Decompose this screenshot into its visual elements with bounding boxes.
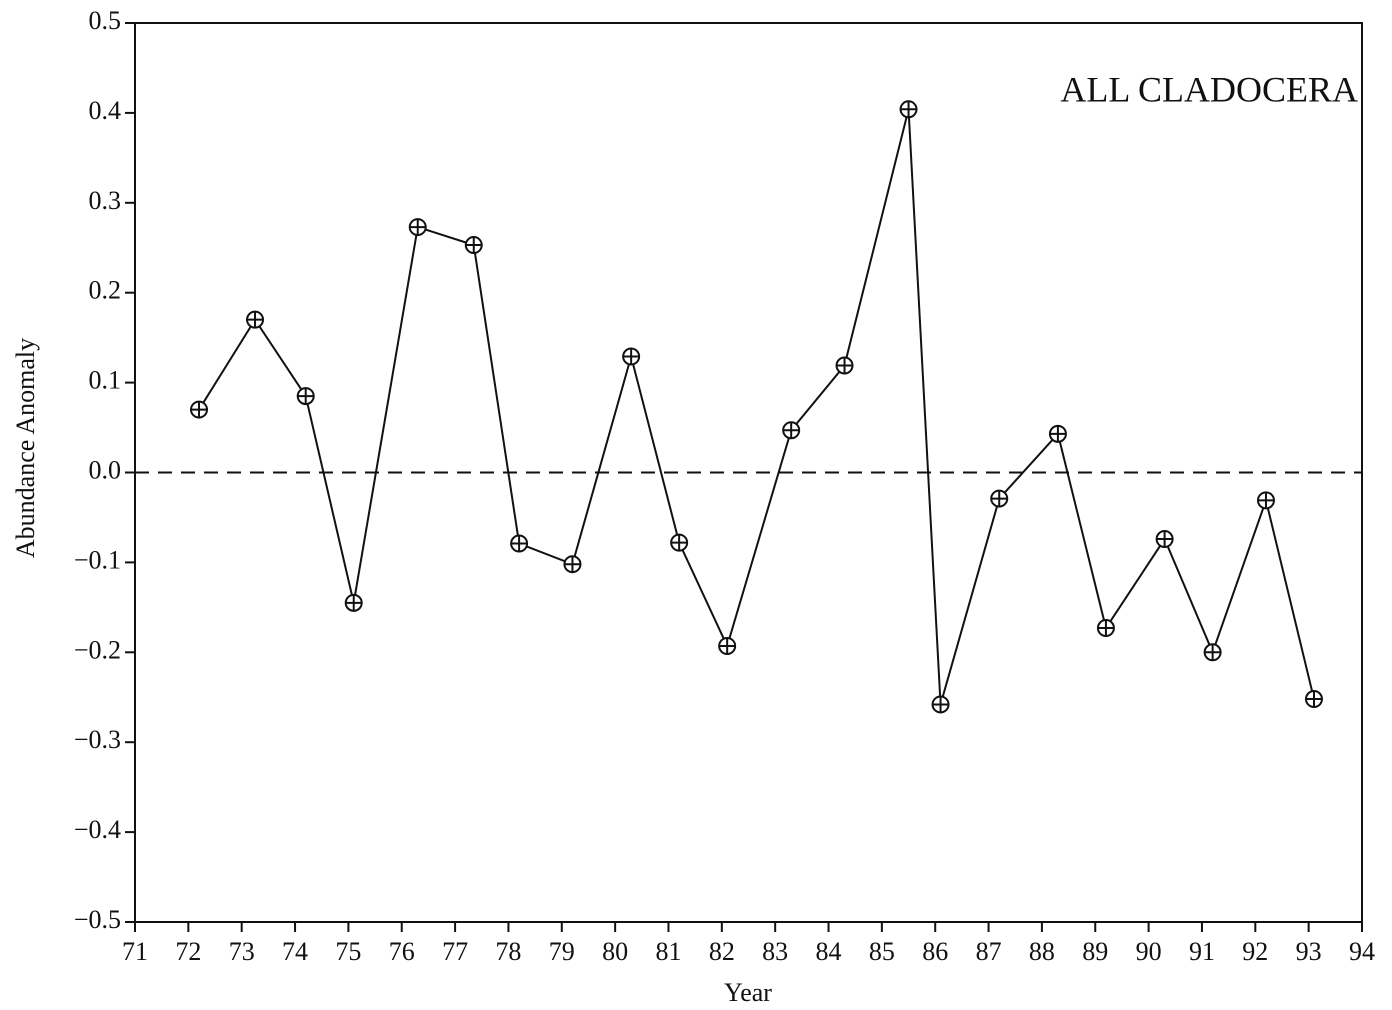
y-axis-label: Abundance Anomaly bbox=[11, 338, 40, 558]
x-tick-label: 92 bbox=[1242, 937, 1268, 966]
point-marker bbox=[1096, 619, 1115, 638]
x-tick-label: 84 bbox=[816, 937, 842, 966]
x-tick-label: 78 bbox=[495, 937, 521, 966]
y-tick-label: −0.3 bbox=[74, 725, 121, 754]
x-tick-label: 85 bbox=[869, 937, 895, 966]
point-marker bbox=[622, 347, 641, 366]
x-tick-label: 77 bbox=[442, 937, 468, 966]
point-marker bbox=[246, 310, 265, 329]
y-tick-label: 0.1 bbox=[89, 366, 122, 395]
x-tick-label: 76 bbox=[389, 937, 415, 966]
point-marker bbox=[190, 400, 209, 419]
x-tick-label: 73 bbox=[229, 937, 255, 966]
y-tick-label: 0.5 bbox=[89, 6, 122, 35]
point-marker bbox=[464, 236, 483, 255]
x-tick-label: 71 bbox=[122, 937, 148, 966]
x-tick-label: 86 bbox=[922, 937, 948, 966]
y-tick-label: 0.2 bbox=[89, 276, 122, 305]
y-tick-label: −0.5 bbox=[74, 905, 121, 934]
point-marker bbox=[782, 421, 801, 440]
x-tick-label: 89 bbox=[1082, 937, 1108, 966]
x-tick-label: 74 bbox=[282, 937, 308, 966]
x-tick-label: 80 bbox=[602, 937, 628, 966]
y-tick-label: 0.4 bbox=[89, 96, 122, 125]
point-marker bbox=[1203, 643, 1222, 662]
point-marker bbox=[344, 593, 363, 612]
point-marker bbox=[899, 100, 918, 119]
x-tick-label: 90 bbox=[1136, 937, 1162, 966]
y-tick-label: −0.4 bbox=[74, 815, 121, 844]
chart-title: ALL CLADOCERA bbox=[1060, 69, 1358, 109]
point-marker bbox=[931, 695, 950, 714]
x-tick-label: 88 bbox=[1029, 937, 1055, 966]
point-marker bbox=[1155, 530, 1174, 549]
data-line bbox=[198, 109, 1315, 705]
point-marker bbox=[1304, 690, 1323, 709]
x-tick-label: 82 bbox=[709, 937, 735, 966]
x-tick-label: 94 bbox=[1349, 937, 1375, 966]
x-tick-label: 93 bbox=[1296, 937, 1322, 966]
point-marker bbox=[835, 356, 854, 375]
y-tick-label: 0.3 bbox=[89, 186, 122, 215]
x-tick-label: 81 bbox=[655, 937, 681, 966]
point-marker bbox=[296, 387, 315, 406]
x-tick-label: 75 bbox=[335, 937, 361, 966]
point-marker bbox=[1256, 491, 1275, 510]
point-marker bbox=[408, 218, 427, 237]
point-marker bbox=[718, 637, 737, 656]
point-marker bbox=[1048, 424, 1067, 443]
point-marker bbox=[510, 534, 529, 553]
y-tick-label: −0.2 bbox=[74, 635, 121, 664]
x-tick-label: 72 bbox=[175, 937, 201, 966]
point-marker bbox=[990, 489, 1009, 508]
x-tick-label: 91 bbox=[1189, 937, 1215, 966]
point-marker bbox=[563, 555, 582, 574]
y-tick-label: 0.0 bbox=[89, 455, 122, 484]
x-axis-label: Year bbox=[724, 978, 772, 1007]
point-marker bbox=[670, 533, 689, 552]
y-tick-label: −0.1 bbox=[74, 545, 121, 574]
x-tick-label: 83 bbox=[762, 937, 788, 966]
x-tick-label: 87 bbox=[976, 937, 1002, 966]
x-tick-label: 79 bbox=[549, 937, 575, 966]
